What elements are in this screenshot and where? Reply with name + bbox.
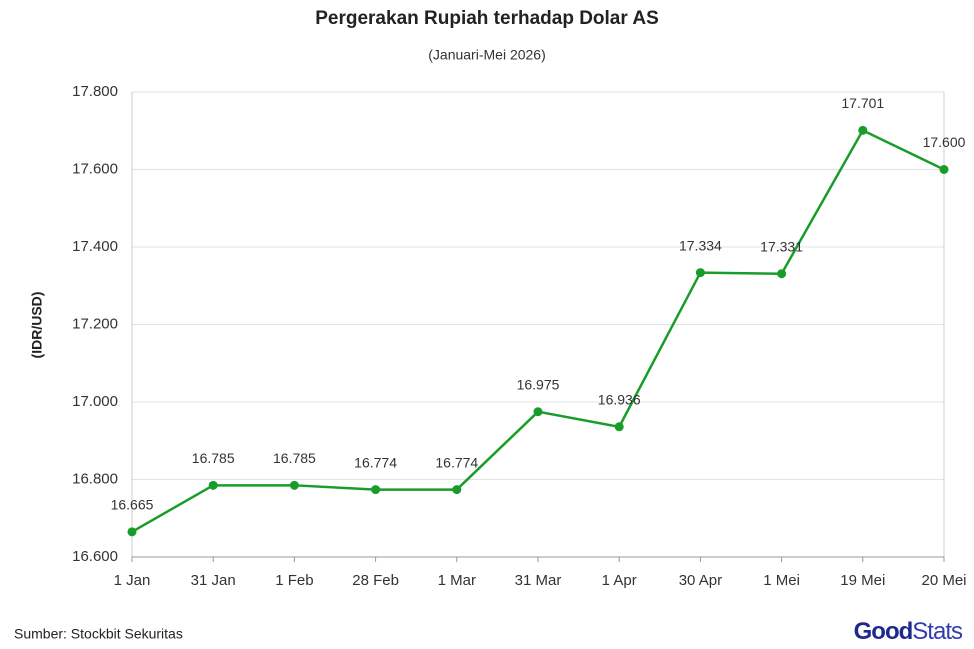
point [777, 269, 787, 279]
source: Sumber: Stockbit Sekuritas [14, 626, 183, 642]
data-label: 16.774 [354, 454, 397, 470]
point [533, 407, 543, 417]
data-label: 16.785 [273, 450, 316, 466]
chart-title: Pergerakan Rupiah terhadap Dolar AS [315, 8, 659, 29]
data-label: 16.936 [598, 392, 641, 408]
x-tick-label: 1 Mar [438, 572, 476, 589]
x-tick-label: 20 Mei [921, 572, 966, 589]
point [371, 485, 381, 495]
data-label: 17.600 [923, 134, 966, 150]
data-label: 17.701 [841, 95, 884, 111]
y-tick-label: 16.800 [72, 470, 118, 487]
logo: GoodStats [854, 618, 963, 645]
x-tick-label: 1 Feb [275, 572, 313, 589]
point [452, 485, 462, 495]
x-tick-label: 31 Jan [191, 572, 236, 589]
logo-good: Good [854, 618, 913, 645]
x-tick-label: 19 Mei [840, 572, 885, 589]
y-tick-label: 17.800 [72, 83, 118, 100]
x-tick-label: 31 Mar [515, 572, 562, 589]
data-label: 16.785 [192, 450, 235, 466]
y-tick-label: 17.600 [72, 160, 118, 177]
point [858, 125, 868, 135]
x-tick-label: 30 Apr [679, 572, 722, 589]
x-tick-label: 1 Jan [114, 572, 151, 589]
point [614, 422, 624, 432]
logo-stats: Stats [912, 618, 963, 645]
line [131, 128, 945, 533]
y-tick-label: 17.400 [72, 238, 118, 255]
point [127, 527, 137, 537]
chart-subtitle: (Januari-Mei 2026) [428, 47, 546, 63]
data-label: 17.331 [760, 238, 803, 254]
point [208, 480, 218, 490]
point [289, 480, 299, 490]
point [939, 165, 949, 174]
data-label: 16.774 [435, 454, 478, 470]
data-label: 16.665 [111, 497, 154, 513]
point [695, 268, 705, 278]
y-tick-label: 16.600 [72, 548, 118, 565]
data-label: 16.975 [517, 376, 560, 392]
x-tick-label: 1 Apr [602, 572, 637, 589]
y-tick-label: 17.000 [72, 393, 118, 410]
x-tick-label: 28 Feb [352, 572, 399, 589]
x-tick-label: 1 Mei [763, 572, 800, 589]
y-tick-label: 17.200 [72, 315, 118, 332]
y-axis-label: (IDR/USD) [29, 292, 45, 359]
data-label: 17.334 [679, 237, 722, 253]
